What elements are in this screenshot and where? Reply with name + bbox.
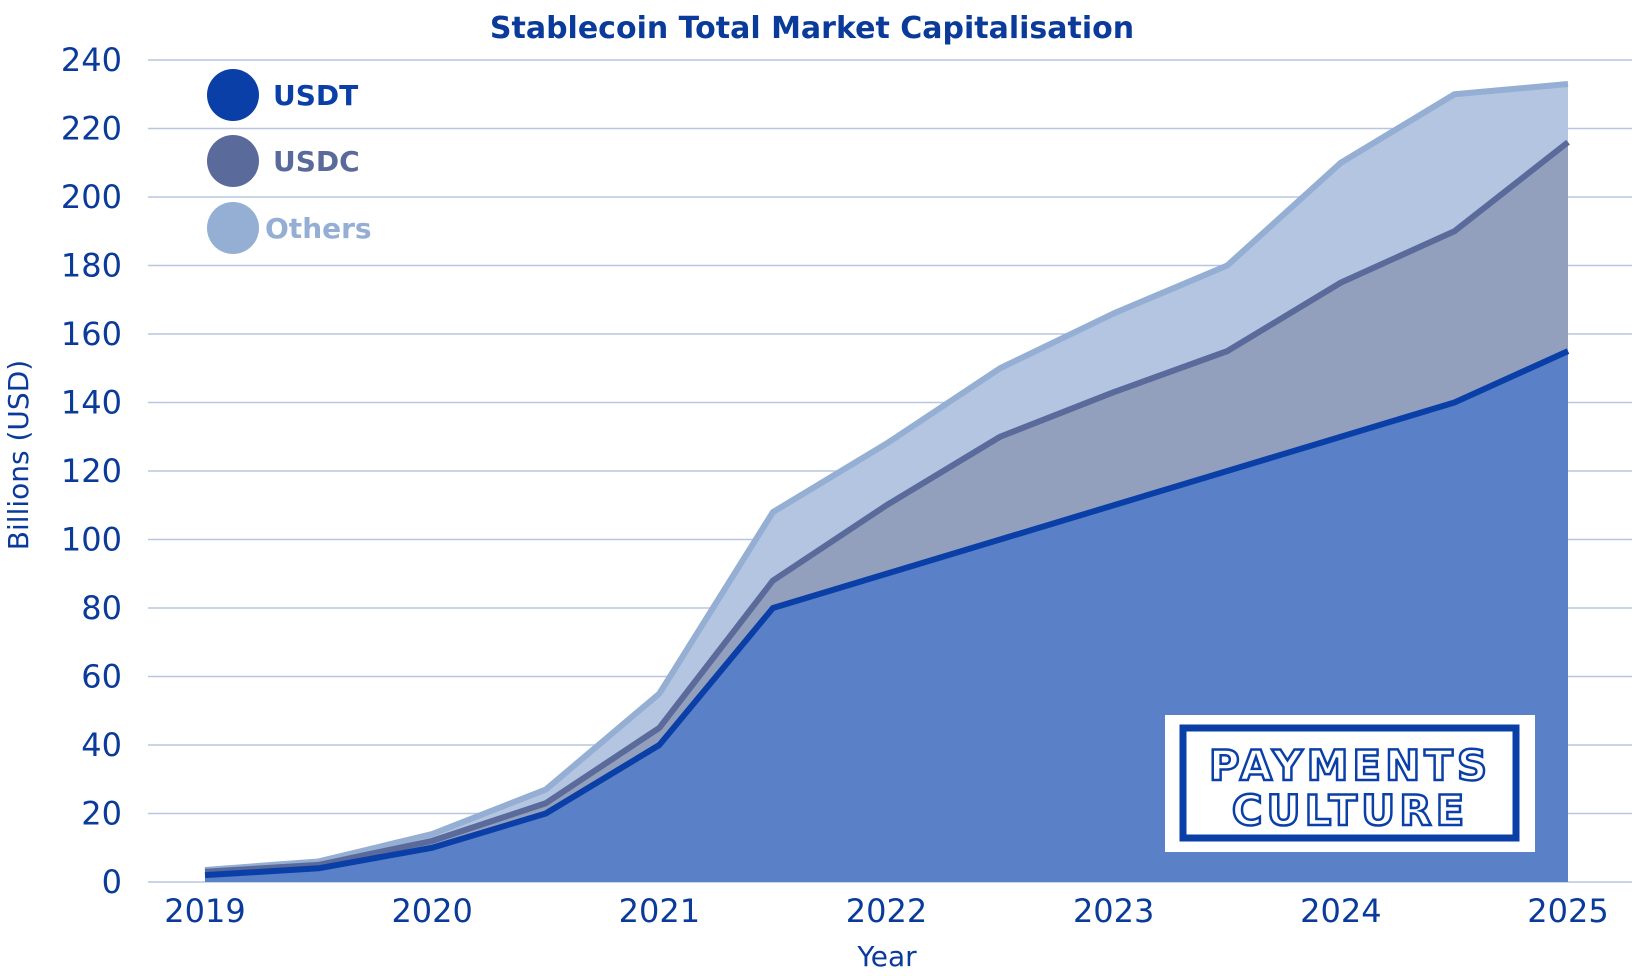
y-tick-label: 0 bbox=[102, 863, 122, 901]
y-tick-label: 80 bbox=[81, 589, 122, 627]
legend-label-usdt: USDT bbox=[273, 79, 358, 112]
payments-culture-logo: PAYMENTS CULTURE bbox=[1165, 715, 1535, 852]
y-tick-label: 180 bbox=[61, 247, 122, 285]
legend: USDT USDC Others bbox=[207, 69, 372, 254]
legend-swatch-usdt bbox=[207, 69, 259, 121]
line-usdc bbox=[204, 139, 1570, 875]
y-tick-label: 20 bbox=[81, 795, 122, 833]
x-axis-ticks: 2019 2020 2021 2022 2023 2024 2025 bbox=[164, 892, 1608, 930]
legend-swatch-usdc bbox=[207, 135, 259, 187]
legend-label-others: Others bbox=[265, 212, 372, 245]
x-axis-label: Year bbox=[856, 940, 917, 973]
x-tick-label: 2025 bbox=[1527, 892, 1608, 930]
logo-line-2: CULTURE bbox=[1232, 786, 1469, 835]
legend-label-usdc: USDC bbox=[273, 145, 360, 178]
x-tick-label: 2020 bbox=[391, 892, 472, 930]
y-tick-label: 200 bbox=[61, 178, 122, 216]
y-tick-label: 60 bbox=[81, 658, 122, 696]
x-tick-label: 2024 bbox=[1300, 892, 1381, 930]
y-tick-label: 40 bbox=[81, 726, 122, 764]
x-tick-label: 2019 bbox=[164, 892, 245, 930]
line-others bbox=[204, 80, 1569, 874]
y-axis-ticks: 0 20 40 60 80 100 120 140 160 180 200 220 240 bbox=[61, 41, 122, 901]
chart-title: Stablecoin Total Market Capitalisation bbox=[490, 11, 1134, 46]
y-tick-label: 120 bbox=[61, 452, 122, 490]
y-tick-label: 220 bbox=[61, 110, 122, 148]
legend-swatch-others bbox=[207, 202, 259, 254]
y-axis-label: Billions (USD) bbox=[2, 360, 35, 550]
y-tick-label: 160 bbox=[61, 315, 122, 353]
y-tick-label: 100 bbox=[61, 521, 122, 559]
series-lines bbox=[204, 80, 1570, 879]
y-tick-label: 240 bbox=[61, 41, 122, 79]
line-usdt bbox=[204, 348, 1570, 879]
x-tick-label: 2022 bbox=[846, 892, 927, 930]
x-tick-label: 2023 bbox=[1073, 892, 1154, 930]
y-tick-label: 140 bbox=[61, 384, 122, 422]
logo-line-1: PAYMENTS bbox=[1209, 741, 1491, 790]
x-tick-label: 2021 bbox=[619, 892, 700, 930]
